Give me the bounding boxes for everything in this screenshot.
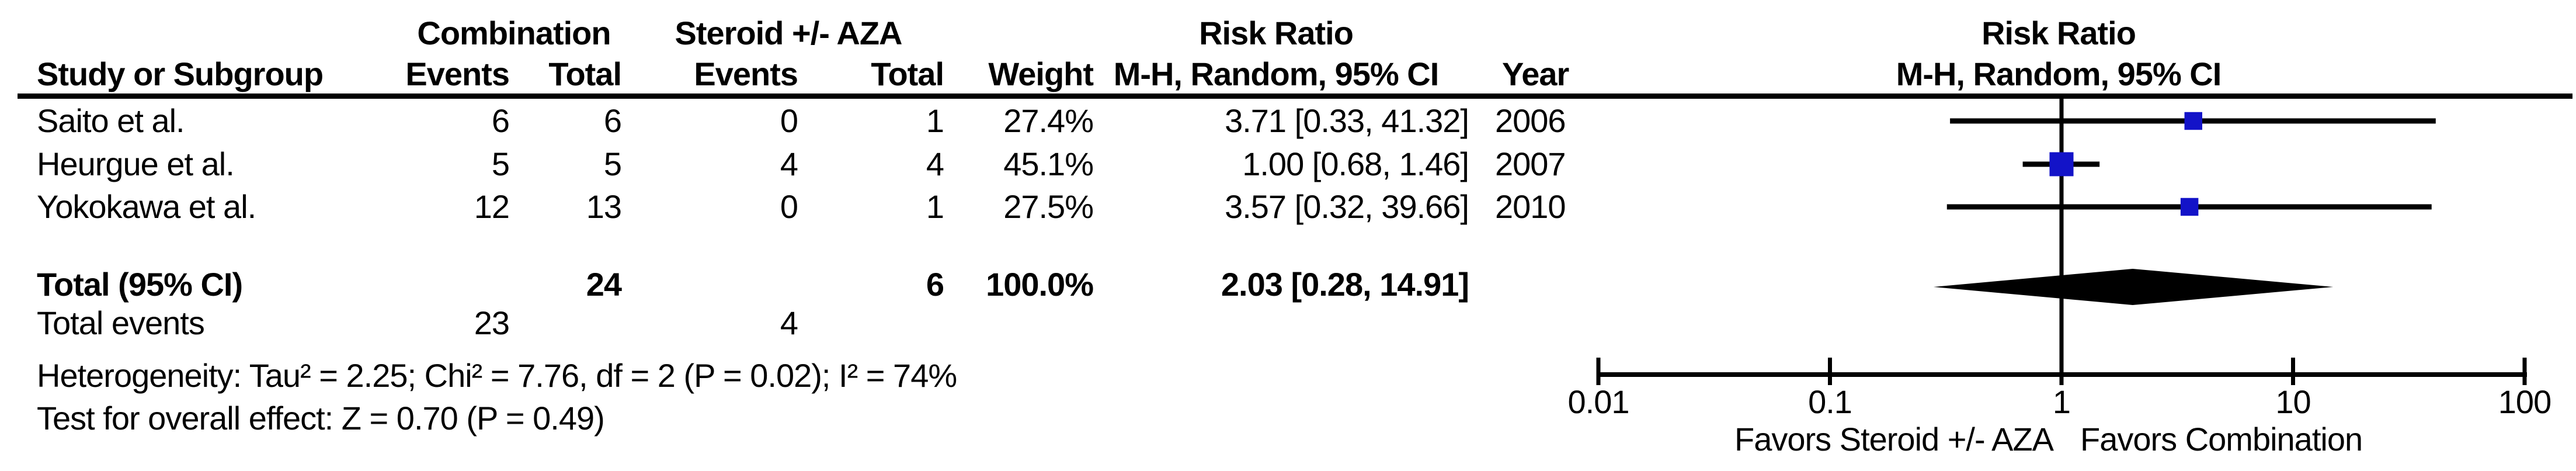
line-of-no-effect (2059, 99, 2064, 385)
header-year: Year (1502, 56, 1569, 92)
cell-year: 2007 (1495, 146, 1566, 182)
cell-events-steroid: 0 (780, 188, 798, 225)
header-events-combination: Events (405, 56, 510, 92)
study-name: Yokokawa et al. (37, 188, 256, 225)
heterogeneity-text: Heterogeneity: Tau² = 2.25; Chi² = 7.76,… (37, 357, 957, 394)
x-axis-tick (1828, 358, 1832, 385)
cell-total-steroid: 1 (926, 188, 944, 225)
effect-marker (2180, 198, 2199, 216)
cell-year: 2006 (1495, 102, 1566, 139)
x-axis-tick (2522, 358, 2527, 385)
cell-risk-ratio-ci: 3.57 [0.32, 39.66] (1225, 188, 1469, 225)
header-ci-method: M-H, Random, 95% CI (1113, 56, 1440, 92)
cell-events-combination: 6 (491, 102, 510, 139)
table-header-rule (18, 93, 2572, 99)
total-steroid-n: 6 (926, 266, 944, 303)
group-header-combination: Combination (417, 15, 611, 51)
total-combination-n: 24 (586, 266, 622, 303)
effect-marker (2184, 112, 2202, 130)
favors-right-label: Favors Combination (2080, 421, 2363, 458)
cell-weight: 27.4% (1003, 102, 1094, 139)
cell-risk-ratio-ci: 3.71 [0.33, 41.32] (1225, 102, 1469, 139)
total-events-label: Total events (37, 304, 205, 341)
cell-total-combination: 5 (603, 146, 622, 182)
overall-effect-text: Test for overall effect: Z = 0.70 (P = 0… (37, 400, 605, 437)
header-study: Study or Subgroup (37, 56, 324, 92)
cell-weight: 27.5% (1003, 188, 1094, 225)
cell-risk-ratio-ci: 1.00 [0.68, 1.46] (1242, 146, 1469, 182)
column-header-risk-ratio: Risk Ratio (1199, 15, 1354, 51)
x-axis-tick (2291, 358, 2295, 385)
cell-events-steroid: 0 (780, 102, 798, 139)
favors-left-label: Favors Steroid +/- AZA (1734, 421, 2054, 458)
total-events-combination: 23 (474, 304, 510, 341)
header-events-steroid: Events (694, 56, 798, 92)
x-axis-tick-label: 10 (2275, 383, 2311, 420)
total-events-steroid: 4 (780, 304, 798, 341)
header-weight: Weight (988, 56, 1094, 92)
cell-total-steroid: 1 (926, 102, 944, 139)
x-axis-tick-label: 100 (2498, 383, 2551, 420)
total-row-label: Total (95% CI) (37, 266, 243, 303)
x-axis-tick-label: 0.01 (1567, 383, 1630, 420)
x-axis-tick (2059, 358, 2064, 385)
plot-header-risk-ratio: Risk Ratio (1981, 15, 2136, 51)
total-weight: 100.0% (986, 266, 1094, 303)
total-risk-ratio-ci: 2.03 [0.28, 14.91] (1221, 266, 1469, 303)
cell-events-combination: 5 (491, 146, 510, 182)
cell-events-combination: 12 (474, 188, 510, 225)
cell-total-combination: 6 (603, 102, 622, 139)
header-total-combination: Total (548, 56, 622, 92)
header-total-steroid: Total (871, 56, 944, 92)
cell-year: 2010 (1495, 188, 1566, 225)
cell-total-combination: 13 (586, 188, 622, 225)
total-diamond (1933, 269, 2334, 305)
cell-events-steroid: 4 (780, 146, 798, 182)
x-axis-tick (1596, 358, 1601, 385)
study-name: Heurgue et al. (37, 146, 235, 182)
effect-marker (2049, 152, 2074, 176)
x-axis-tick-label: 1 (2052, 383, 2071, 420)
x-axis-tick-label: 0.1 (1808, 383, 1852, 420)
cell-weight: 45.1% (1003, 146, 1094, 182)
group-header-steroid: Steroid +/- AZA (675, 15, 903, 51)
study-name: Saito et al. (37, 102, 185, 139)
cell-total-steroid: 4 (926, 146, 944, 182)
plot-header-ci-method: M-H, Random, 95% CI (1896, 56, 2222, 92)
